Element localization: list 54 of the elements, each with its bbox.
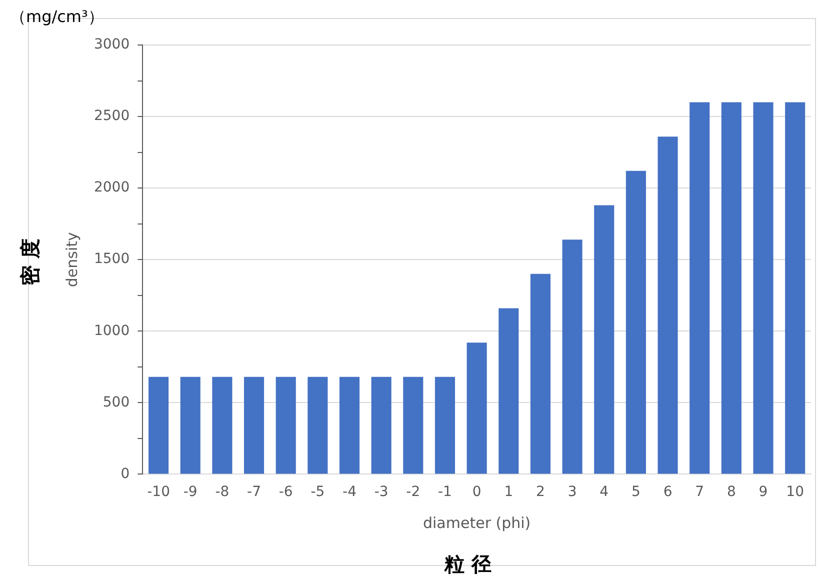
text: 密 度: [18, 238, 42, 286]
bar: [498, 308, 519, 474]
bar: [308, 376, 328, 474]
bar: [212, 376, 232, 474]
bar: [434, 376, 456, 474]
bar: [562, 240, 582, 474]
bar: [371, 376, 392, 474]
y-tick-label: 2500: [94, 108, 130, 124]
x-tick-label: -10: [147, 484, 170, 500]
x-tick-label: -6: [278, 484, 293, 500]
x-tick-label: 10: [786, 484, 804, 500]
x-tick-label: 6: [663, 484, 672, 500]
bar: [626, 170, 646, 474]
bar: [180, 376, 200, 474]
y-tick-label: 0: [120, 466, 130, 482]
x-tick-label: -9: [183, 484, 198, 500]
bar: [658, 136, 678, 474]
x-axis-title: diameter (phi): [422, 514, 531, 532]
bar: [276, 376, 296, 474]
x-tick-label: -8: [215, 484, 230, 500]
x-tick-label: -2: [406, 484, 420, 500]
text: （mg/cm³）: [10, 7, 104, 26]
x-tick-label: 5: [631, 484, 640, 500]
x-tick-label: 8: [726, 484, 736, 500]
bar: [785, 102, 806, 474]
bar: [148, 376, 169, 474]
bar: [690, 102, 710, 474]
x-tick-label: 4: [600, 484, 609, 500]
x-tick-label: 0: [472, 484, 482, 500]
x-tick-label: 1: [504, 484, 514, 500]
bar: [244, 376, 264, 474]
y-tick-label: 1000: [94, 322, 130, 339]
text: 粒 径: [444, 552, 492, 576]
y-tick-label: 1500: [94, 251, 130, 268]
bar: [403, 376, 424, 474]
bar: [753, 102, 774, 474]
x-tick-label: 2: [536, 484, 545, 500]
bar: [594, 205, 614, 474]
x-tick-label: -7: [247, 484, 262, 500]
bar: [339, 376, 360, 474]
x-tick-label: -5: [310, 484, 325, 500]
x-tick-label: -4: [342, 484, 357, 500]
x-tick-label: 7: [695, 484, 704, 500]
y-tick-label: 500: [102, 394, 130, 410]
x-tick-label: 3: [568, 484, 577, 500]
x-tick-label: -3: [374, 484, 388, 500]
x-tick-label: 9: [758, 484, 768, 500]
y-axis-title: density: [62, 232, 81, 288]
y-tick-label: 3000: [94, 36, 130, 53]
x-tick-label: -1: [438, 484, 452, 500]
bar: [721, 102, 742, 474]
y-tick-label: 2000: [94, 180, 130, 196]
bar: [530, 274, 550, 474]
bar: [466, 342, 487, 474]
